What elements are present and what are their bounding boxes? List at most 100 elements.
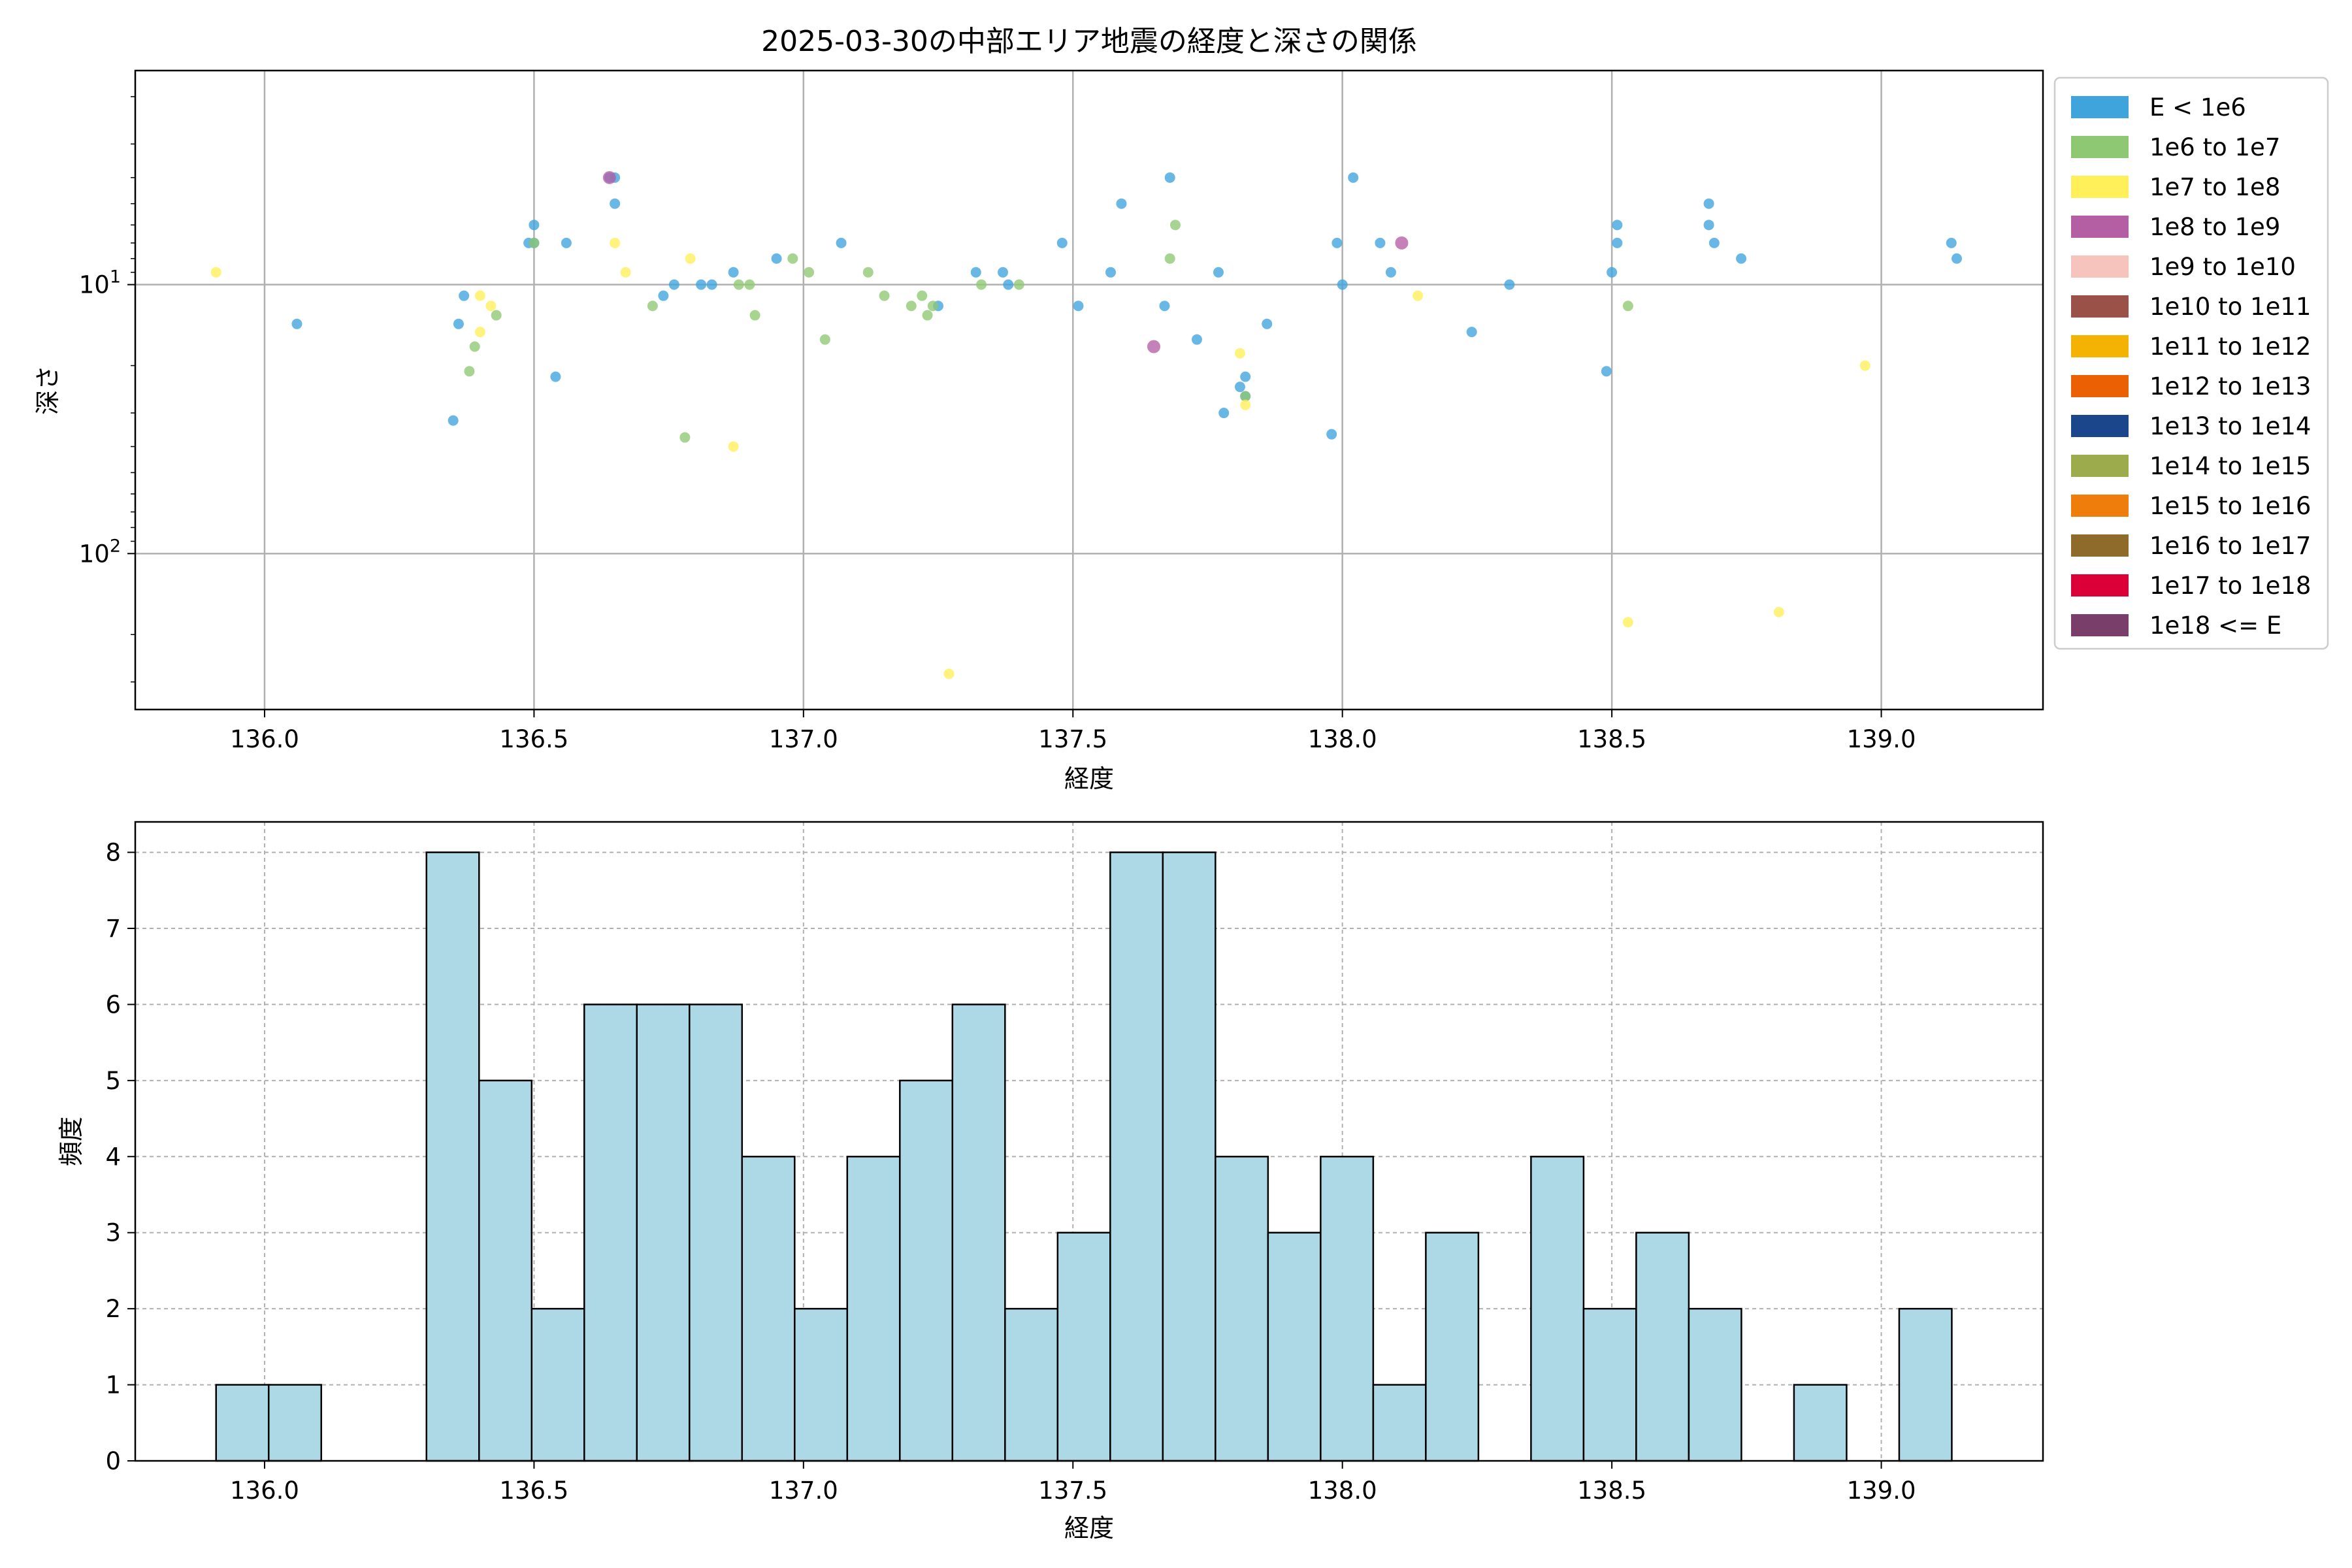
scatter-point xyxy=(602,171,616,184)
scatter-x-axis-label: 経度 xyxy=(1064,764,1114,793)
scatter-point xyxy=(733,279,744,290)
scatter-point xyxy=(1773,606,1784,617)
scatter-point xyxy=(1331,237,1343,248)
histogram-x-tick-label: 136.0 xyxy=(230,1477,299,1505)
scatter-point xyxy=(906,301,917,312)
legend-swatch xyxy=(2071,495,2129,517)
legend-swatch xyxy=(2071,415,2129,437)
scatter-point xyxy=(610,237,621,248)
scatter-point xyxy=(668,279,679,290)
legend-swatch xyxy=(2071,455,2129,477)
histogram-y-tick-label: 4 xyxy=(105,1143,121,1171)
scatter-point xyxy=(1859,360,1870,371)
scatter-point xyxy=(485,301,497,312)
scatter-point xyxy=(1073,301,1084,312)
scatter-point xyxy=(491,310,502,321)
scatter-point xyxy=(1056,237,1068,248)
legend-label: 1e14 to 1e15 xyxy=(2149,452,2311,480)
scatter-point xyxy=(862,267,874,278)
scatter-gridlines xyxy=(135,71,2043,710)
legend-swatch xyxy=(2071,574,2129,596)
scatter-point xyxy=(1240,391,1251,402)
scatter-y-tick-label: 101 xyxy=(79,267,121,299)
histogram-bar xyxy=(689,1004,743,1462)
histogram-bar xyxy=(741,1156,796,1462)
histogram-y-ticks: 0 1 2 3 4 5 6 7 8 xyxy=(105,839,135,1475)
histogram-y-tick-label: 1 xyxy=(105,1371,121,1399)
scatter-point xyxy=(1375,237,1386,248)
legend-label: E < 1e6 xyxy=(2149,93,2246,122)
scatter-point xyxy=(1622,301,1633,312)
scatter-point xyxy=(1213,267,1224,278)
legend-label: 1e12 to 1e13 xyxy=(2149,372,2311,400)
histogram-x-tick-label: 137.5 xyxy=(1038,1477,1107,1505)
scatter-point xyxy=(696,279,707,290)
chart-title: 2025-03-30の中部エリア地震の経度と深さの関係 xyxy=(761,25,1417,58)
histogram-bar xyxy=(1056,1232,1111,1462)
scatter-x-tick-label: 138.0 xyxy=(1308,725,1377,753)
scatter-point xyxy=(1703,220,1714,231)
histogram-y-axis-label: 頻度 xyxy=(57,1117,86,1166)
scatter-point xyxy=(1708,237,1720,248)
scatter-point xyxy=(469,341,480,352)
scatter-point xyxy=(529,237,540,248)
legend-swatch xyxy=(2071,375,2129,397)
scatter-x-tick-label: 136.0 xyxy=(230,725,299,753)
scatter-point xyxy=(1169,220,1181,231)
legend-label: 1e16 to 1e17 xyxy=(2149,532,2311,560)
scatter-point xyxy=(474,290,485,301)
histogram-x-axis-label: 経度 xyxy=(1064,1514,1114,1543)
scatter-point xyxy=(1413,290,1424,301)
scatter-point xyxy=(1326,429,1337,440)
scatter-point xyxy=(474,327,485,338)
scatter-point xyxy=(1466,327,1477,338)
legend-swatch xyxy=(2071,216,2129,238)
histogram-bar xyxy=(583,1004,638,1462)
histogram-x-tick-label: 139.0 xyxy=(1847,1477,1916,1505)
scatter-point xyxy=(749,310,760,321)
scatter-point xyxy=(679,432,691,443)
legend-swatch xyxy=(2071,96,2129,118)
scatter-point xyxy=(836,237,847,248)
histogram-bar xyxy=(531,1307,585,1462)
histogram-y-tick-label: 8 xyxy=(105,839,121,867)
scatter-point xyxy=(943,668,955,679)
scatter-point xyxy=(1348,172,1359,183)
scatter-point xyxy=(879,290,890,301)
histogram-bar xyxy=(1109,851,1164,1462)
scatter-point xyxy=(685,253,696,264)
histogram-bar xyxy=(1267,1232,1322,1462)
scatter-point xyxy=(291,318,302,329)
scatter-point xyxy=(1395,236,1409,250)
scatter-point xyxy=(1013,279,1024,290)
histogram-bar xyxy=(899,1079,954,1462)
histogram-bar xyxy=(1530,1156,1585,1462)
scatter-point xyxy=(1504,279,1515,290)
histogram-bar xyxy=(846,1156,901,1462)
scatter-point xyxy=(1607,267,1618,278)
histogram-x-tick-label: 138.0 xyxy=(1308,1477,1377,1505)
scatter-y-axis-label: 深さ xyxy=(33,365,62,415)
scatter-point xyxy=(210,267,221,278)
legend-label: 1e7 to 1e8 xyxy=(2149,173,2280,201)
scatter-point xyxy=(1612,237,1623,248)
legend-label: 1e17 to 1e18 xyxy=(2149,572,2311,600)
histogram-x-tick-label: 137.0 xyxy=(769,1477,838,1505)
histogram-bar xyxy=(951,1004,1006,1462)
legend-label: 1e10 to 1e11 xyxy=(2149,293,2311,321)
histogram-x-ticks: 136.0 136.5 137.0 137.5 138.0 138.5 139.0 xyxy=(230,1461,1916,1505)
scatter-point xyxy=(1003,279,1014,290)
histogram-bar xyxy=(478,1079,533,1462)
scatter-point xyxy=(453,318,464,329)
scatter-point xyxy=(658,290,669,301)
scatter-point xyxy=(976,279,987,290)
scatter-point xyxy=(459,290,470,301)
histogram-bar xyxy=(1162,851,1217,1462)
scatter-point xyxy=(1218,408,1230,419)
scatter-point xyxy=(819,334,830,345)
legend-swatch xyxy=(2071,295,2129,318)
histogram-y-tick-label: 5 xyxy=(105,1067,121,1095)
legend-label: 1e9 to 1e10 xyxy=(2149,253,2296,281)
scatter-point xyxy=(561,237,572,248)
